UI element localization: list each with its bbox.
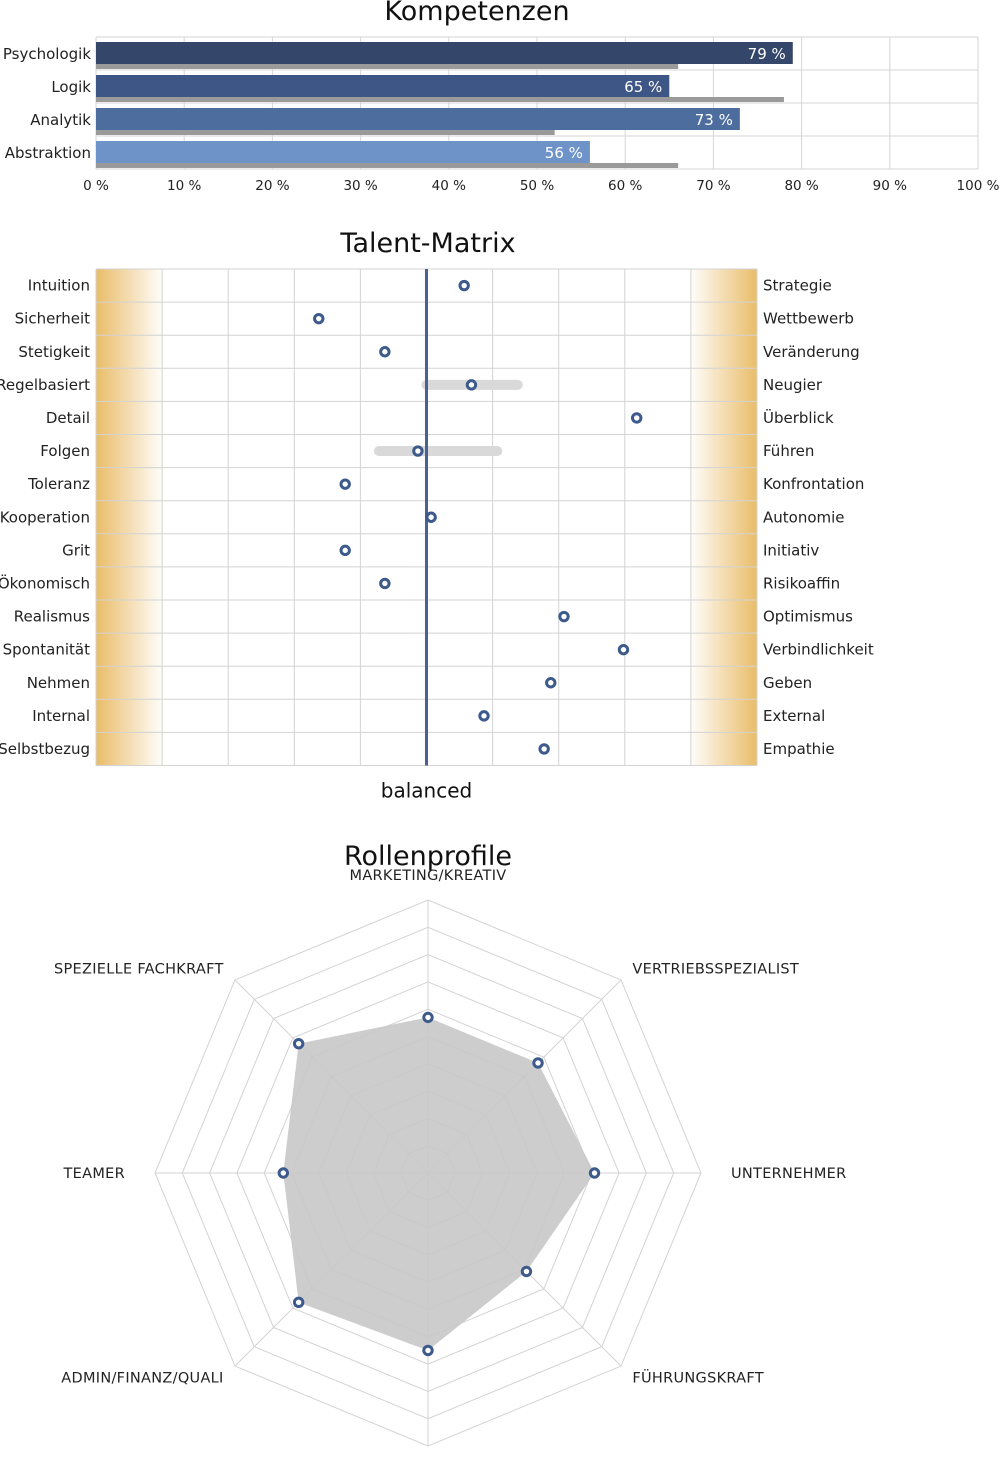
x-tick-label: 80 % (784, 178, 818, 194)
radar-marker (520, 1265, 533, 1278)
radar-marker (588, 1167, 601, 1179)
trait-marker (313, 312, 325, 325)
trait-marker (545, 677, 557, 689)
radar-axis-label: TEAMER (63, 1166, 126, 1182)
radar-marker (422, 1344, 434, 1357)
x-tick-label: 90 % (873, 178, 907, 194)
radar-area (283, 1017, 595, 1351)
reference-bar (96, 163, 679, 168)
chart-title: Kompetenzen (384, 0, 569, 27)
value-bar (96, 108, 740, 130)
reference-bar (96, 97, 784, 102)
right-trait-label: Optimismus (763, 608, 853, 626)
x-tick-label: 70 % (696, 178, 730, 194)
radar-axis-label: SPEZIELLE FACHKRAFT (54, 962, 224, 978)
left-trait-label: Nehmen (27, 674, 90, 692)
trait-marker (458, 279, 470, 292)
left-trait-label: Grit (62, 541, 90, 559)
x-tick-label: 40 % (432, 178, 466, 194)
x-tick-label: 0 % (83, 178, 109, 194)
trait-marker (425, 511, 437, 523)
trait-marker (339, 544, 351, 557)
x-tick-label: 30 % (343, 178, 377, 194)
value-bar (96, 141, 590, 163)
left-trait-label: Realismus (14, 608, 90, 626)
category-label: Psychologik (3, 45, 91, 63)
right-trait-label: Überblick (763, 408, 834, 427)
right-trait-label: Geben (763, 674, 812, 692)
right-trait-label: Veränderung (763, 343, 860, 361)
trait-marker (379, 346, 391, 358)
trait-marker (339, 478, 351, 490)
right-trait-label: Wettbewerb (763, 310, 854, 328)
radar-axis-label: FÜHRUNGSKRAFT (632, 1368, 764, 1386)
bar-value-label: 56 % (545, 144, 583, 162)
left-trait-label: Internal (32, 707, 90, 725)
right-trait-label: Führen (763, 442, 814, 460)
radar-axis-label: VERTRIEBSSPEZIALIST (632, 962, 799, 978)
left-edge-gradient (96, 269, 164, 766)
left-trait-label: Toleranz (27, 475, 90, 493)
chart-title: Talent-Matrix (339, 228, 515, 259)
right-trait-label: Risikoaffin (763, 574, 840, 592)
trait-marker (538, 743, 550, 755)
right-trait-label: Verbindlichkeit (763, 641, 874, 659)
right-trait-label: Strategie (763, 277, 832, 295)
right-trait-label: Empathie (763, 740, 835, 758)
radar-axis-label: MARKETING/KREATIV (350, 868, 507, 884)
right-trait-label: Konfrontation (763, 475, 864, 493)
x-tick-label: 60 % (608, 178, 642, 194)
radar-marker (292, 1296, 305, 1309)
bar-value-label: 79 % (748, 45, 786, 63)
left-trait-label: Regelbasiert (0, 376, 90, 394)
value-bar (96, 42, 793, 64)
trait-marker (412, 445, 424, 457)
trait-marker (478, 710, 490, 722)
chart-title: Rollenprofile (344, 841, 512, 872)
competencies-bar-chart: Kompetenzen 0 % 10 % 20 % 30 % 40 % 50 % 60 % 70… (3, 0, 1000, 194)
right-trait-label: Autonomie (763, 508, 845, 526)
trait-marker (630, 412, 643, 424)
talent-matrix-chart: Talent-Matrix Intuition Strategie Sicherhei… (0, 228, 874, 803)
reference-bar (96, 64, 679, 69)
bar-value-label: 65 % (624, 78, 662, 96)
left-trait-label: Ökonomisch (0, 573, 90, 592)
reference-bar (96, 130, 555, 135)
value-bar (96, 75, 670, 97)
trait-marker (465, 379, 478, 391)
radar-axis-label: ADMIN/FINANZ/QUALI (61, 1370, 223, 1386)
x-tick-label: 10 % (167, 178, 201, 194)
left-trait-label: Selbstbezug (0, 740, 90, 758)
left-trait-label: Intuition (28, 277, 90, 295)
right-trait-label: Initiativ (763, 541, 819, 559)
category-label: Abstraktion (5, 144, 91, 162)
trait-marker (558, 610, 570, 623)
right-trait-label: Neugier (763, 376, 823, 394)
right-trait-label: External (763, 707, 825, 725)
left-trait-label: Detail (46, 409, 90, 427)
x-tick-label: 20 % (255, 178, 289, 194)
radar-axis-label: UNTERNEHMER (731, 1166, 847, 1182)
left-trait-label: Sicherheit (15, 310, 90, 328)
left-trait-label: Stetigkeit (18, 343, 90, 361)
radar-marker (292, 1037, 305, 1050)
radar-marker (277, 1167, 290, 1179)
trait-marker (379, 577, 391, 590)
left-trait-label: Folgen (40, 442, 90, 460)
left-trait-label: Kooperation (0, 508, 90, 526)
x-tick-label: 50 % (520, 178, 554, 194)
radar-marker (532, 1057, 544, 1069)
category-label: Analytik (30, 111, 91, 129)
right-edge-gradient (689, 269, 757, 766)
bar-value-label: 73 % (695, 111, 733, 129)
trait-marker (617, 643, 630, 656)
x-tick-label: 100 % (957, 178, 1000, 194)
left-trait-label: Spontanität (3, 641, 91, 659)
x-axis-label: balanced (381, 779, 472, 803)
radar-marker (422, 1011, 434, 1024)
category-label: Logik (51, 78, 91, 96)
